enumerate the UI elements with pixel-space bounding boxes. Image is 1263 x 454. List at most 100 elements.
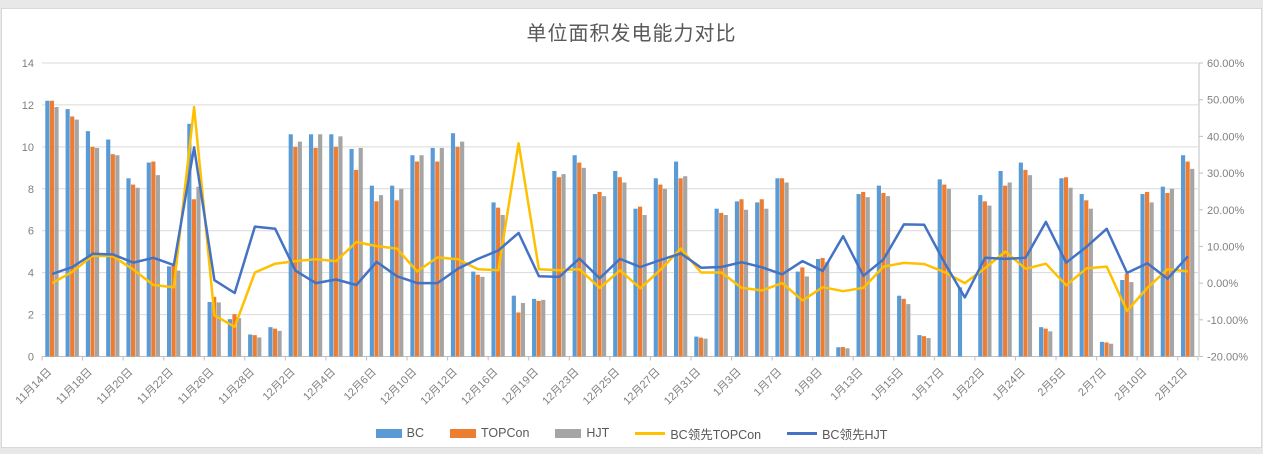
legend-swatch-line [635, 431, 666, 435]
right-axis-tick-label: -20.00% [1207, 352, 1248, 364]
bar-HJT [500, 214, 505, 357]
bar-BC [511, 295, 516, 357]
legend-label: TOPCon [481, 426, 530, 440]
bar-BC [369, 185, 374, 357]
bar-BC [288, 134, 293, 357]
bar-HJT [1109, 343, 1114, 357]
x-axis-label: 12月27日 [621, 366, 662, 407]
bar-TOPCon [881, 192, 886, 357]
bar-BC [491, 202, 496, 357]
bar-HJT [1190, 168, 1195, 357]
legend-item-BC领先HJT[interactable]: BC领先HJT [787, 424, 887, 443]
bar-BC [106, 139, 111, 357]
x-axis-label: 12月12日 [419, 366, 460, 407]
x-axis-label: 11月22日 [135, 366, 176, 407]
legend-label: HJT [586, 426, 610, 440]
bar-HJT [236, 318, 242, 357]
legend-swatch-bar [375, 428, 402, 438]
bar-TOPCon [536, 300, 541, 357]
bar-BC [45, 100, 50, 357]
x-axis-label: 2月7日 [1076, 366, 1109, 399]
bar-HJT [1027, 175, 1033, 357]
bar-HJT [439, 147, 444, 357]
legend-item-BC[interactable]: BC [375, 426, 424, 440]
bar-TOPCon [475, 274, 480, 357]
bar-BC [897, 295, 902, 357]
bar-BC [734, 201, 740, 357]
bar-BC [917, 335, 922, 357]
bar-HJT [1129, 282, 1134, 357]
bar-BC [268, 327, 273, 357]
bar-HJT [460, 141, 465, 357]
x-axis-label: 12月25日 [581, 366, 622, 407]
right-axis-tick-label: 10.00% [1207, 241, 1245, 253]
bar-HJT [987, 205, 992, 357]
bar-BC [471, 271, 476, 357]
left-axis-tick-label: 10 [22, 142, 34, 154]
bar-TOPCon [313, 147, 318, 357]
bar-BC [65, 109, 70, 357]
bar-TOPCon [272, 328, 278, 357]
right-axis-tick-label: -10.00% [1207, 315, 1248, 327]
bar-HJT [845, 348, 850, 357]
bar-TOPCon [597, 191, 602, 357]
chart-card: 单位面积发电能力对比 0 2 4 6 8 10 12 14 60.00% 50.00% 40.00%… [1, 8, 1262, 448]
x-axis-label: 12月6日 [342, 366, 379, 403]
bar-BC [85, 131, 91, 357]
bar-HJT [378, 195, 384, 357]
x-axis-label: 11月20日 [95, 366, 136, 407]
bar-TOPCon [496, 207, 501, 357]
legend-item-HJT[interactable]: HJT [555, 426, 609, 440]
bar-BC [795, 271, 800, 357]
line-BC领先HJT [51, 146, 1189, 299]
x-axis-label: 12月16日 [459, 366, 500, 407]
bar-BC [248, 334, 253, 357]
bar-HJT [1048, 331, 1053, 357]
bar-BC [836, 347, 841, 357]
left-axis-tick-label: 2 [28, 310, 34, 322]
bar-HJT [602, 196, 607, 357]
bar-TOPCon [171, 265, 176, 357]
bar-HJT [622, 182, 627, 357]
bar-BC [349, 148, 354, 357]
bar-BC [227, 319, 232, 357]
bar-HJT [1149, 202, 1154, 357]
bar-HJT [885, 196, 891, 357]
bar-BC [694, 336, 699, 357]
bar-HJT [662, 188, 668, 357]
right-axis-tick-label: 60.00% [1207, 58, 1245, 70]
bar-BC [390, 185, 395, 357]
bar-BC [308, 134, 314, 357]
bar-BC [1160, 186, 1165, 357]
bar-TOPCon [374, 201, 379, 357]
x-axis-label: 2月10日 [1112, 366, 1149, 403]
bar-HJT [176, 270, 181, 357]
bar-HJT [703, 338, 708, 357]
bar-HJT [480, 276, 485, 357]
chart-title: 单位面积发电能力对比 [526, 23, 737, 45]
bar-HJT [419, 155, 424, 357]
x-axis-label: 11月28日 [216, 366, 257, 407]
bar-HJT [94, 147, 100, 357]
bar-BC [552, 170, 557, 357]
left-axis-tick-label: 4 [28, 268, 34, 280]
bar-TOPCon [840, 347, 845, 357]
bar-HJT [804, 276, 809, 357]
bar-BC [1079, 194, 1084, 357]
x-axis-label: 1月9日 [792, 366, 825, 399]
bar-BC [1181, 155, 1186, 357]
bar-BC [1059, 178, 1064, 357]
bar-HJT [541, 299, 546, 357]
chart-plot-area: 0 2 4 6 8 10 12 14 60.00% 50.00% 40.00% 30.00% 20.00… [13, 58, 1248, 407]
bar-TOPCon [252, 335, 257, 357]
bar-BC [815, 259, 821, 357]
right-axis-tick-label: 30.00% [1207, 168, 1245, 180]
bar-HJT [1007, 182, 1012, 357]
legend-item-TOPCon[interactable]: TOPCon [450, 426, 529, 440]
bar-HJT [257, 337, 262, 357]
bar-BC [1039, 327, 1044, 357]
bar-TOPCon [800, 267, 805, 357]
bar-TOPCon [982, 201, 987, 357]
x-axis-label: 1月3日 [711, 366, 744, 399]
legend-item-BC领先TOPCon[interactable]: BC领先TOPCon [635, 424, 761, 443]
